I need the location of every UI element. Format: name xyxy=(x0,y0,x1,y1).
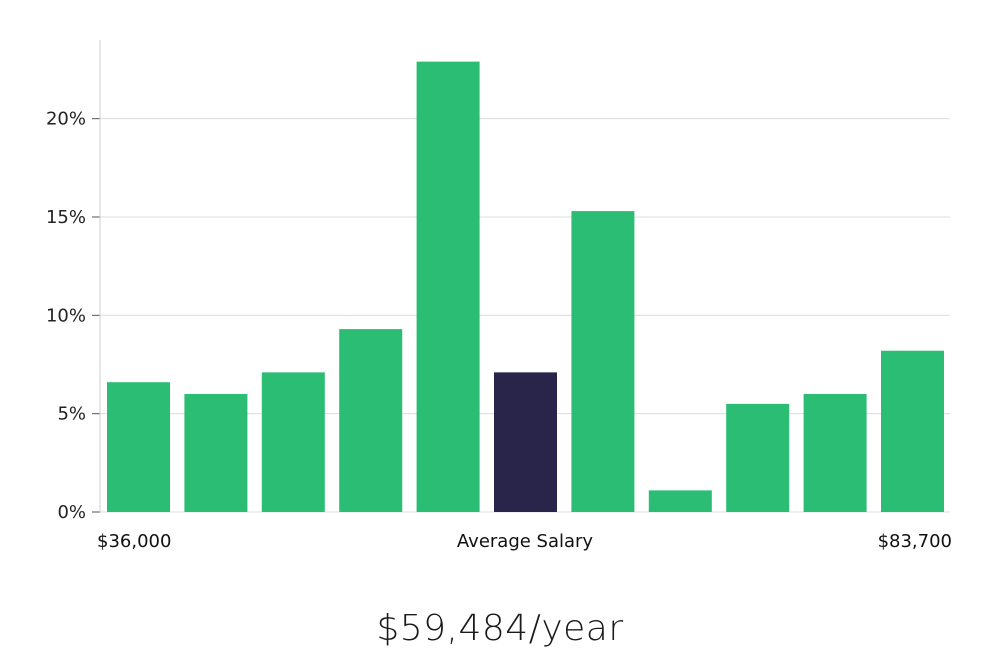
bar xyxy=(107,382,170,512)
x-axis-title: Average Salary xyxy=(457,531,594,552)
bar xyxy=(571,211,635,512)
bar xyxy=(416,61,480,513)
bar xyxy=(881,350,944,512)
y-tick-label: 0% xyxy=(57,502,86,523)
bar-highlighted xyxy=(494,372,557,512)
bar xyxy=(726,403,790,512)
bar xyxy=(184,394,248,512)
y-tick-labels: 0% 5% 10% 15% 20% xyxy=(46,109,100,523)
average-salary-value: $59,484/year xyxy=(376,608,624,649)
bar xyxy=(803,394,867,512)
bar xyxy=(648,490,712,512)
bars xyxy=(107,61,944,513)
x-max-label: $83,700 xyxy=(878,531,952,552)
y-tick-label: 5% xyxy=(57,404,86,425)
y-tick-label: 10% xyxy=(46,305,86,326)
bar xyxy=(261,372,325,512)
x-min-label: $36,000 xyxy=(97,531,171,552)
y-tick-label: 20% xyxy=(46,109,86,130)
bar xyxy=(339,329,403,512)
y-tick-label: 15% xyxy=(46,207,86,228)
